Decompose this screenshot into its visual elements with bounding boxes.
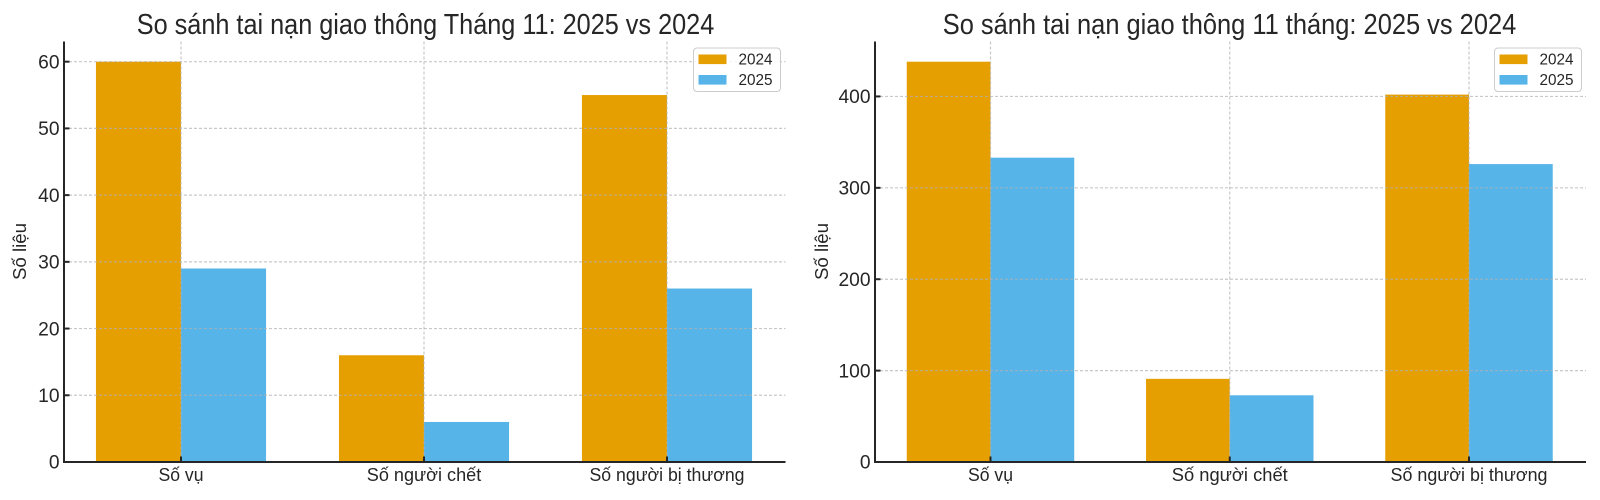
- svg-text:10: 10: [38, 386, 59, 407]
- svg-text:Số người chết: Số người chết: [367, 464, 482, 485]
- svg-text:100: 100: [838, 361, 870, 382]
- svg-text:0: 0: [860, 453, 871, 474]
- svg-text:Số người chết: Số người chết: [1172, 464, 1288, 485]
- svg-text:Số liệu: Số liệu: [812, 223, 833, 280]
- svg-text:2025: 2025: [739, 72, 773, 89]
- svg-text:So sánh tai nạn giao thông 11: So sánh tai nạn giao thông 11 tháng: 202…: [943, 9, 1517, 41]
- svg-text:40: 40: [38, 186, 59, 207]
- svg-text:Số người bị thương: Số người bị thương: [590, 464, 745, 485]
- svg-text:20: 20: [38, 319, 59, 340]
- svg-text:60: 60: [38, 52, 59, 73]
- svg-text:Số vụ: Số vụ: [968, 464, 1013, 485]
- svg-text:400: 400: [838, 87, 870, 108]
- svg-text:2024: 2024: [1540, 52, 1575, 69]
- svg-text:50: 50: [38, 119, 59, 140]
- svg-text:Số liệu: Số liệu: [10, 223, 31, 280]
- svg-text:So sánh tai nạn giao thông Thá: So sánh tai nạn giao thông Tháng 11: 202…: [137, 9, 715, 41]
- svg-text:2024: 2024: [739, 52, 774, 69]
- svg-text:300: 300: [838, 179, 870, 200]
- svg-text:30: 30: [38, 253, 59, 274]
- svg-text:200: 200: [838, 270, 870, 291]
- svg-text:0: 0: [49, 453, 60, 474]
- svg-text:Số vụ: Số vụ: [159, 464, 204, 485]
- svg-text:Số người bị thương: Số người bị thương: [1391, 464, 1548, 485]
- svg-text:2025: 2025: [1540, 72, 1574, 89]
